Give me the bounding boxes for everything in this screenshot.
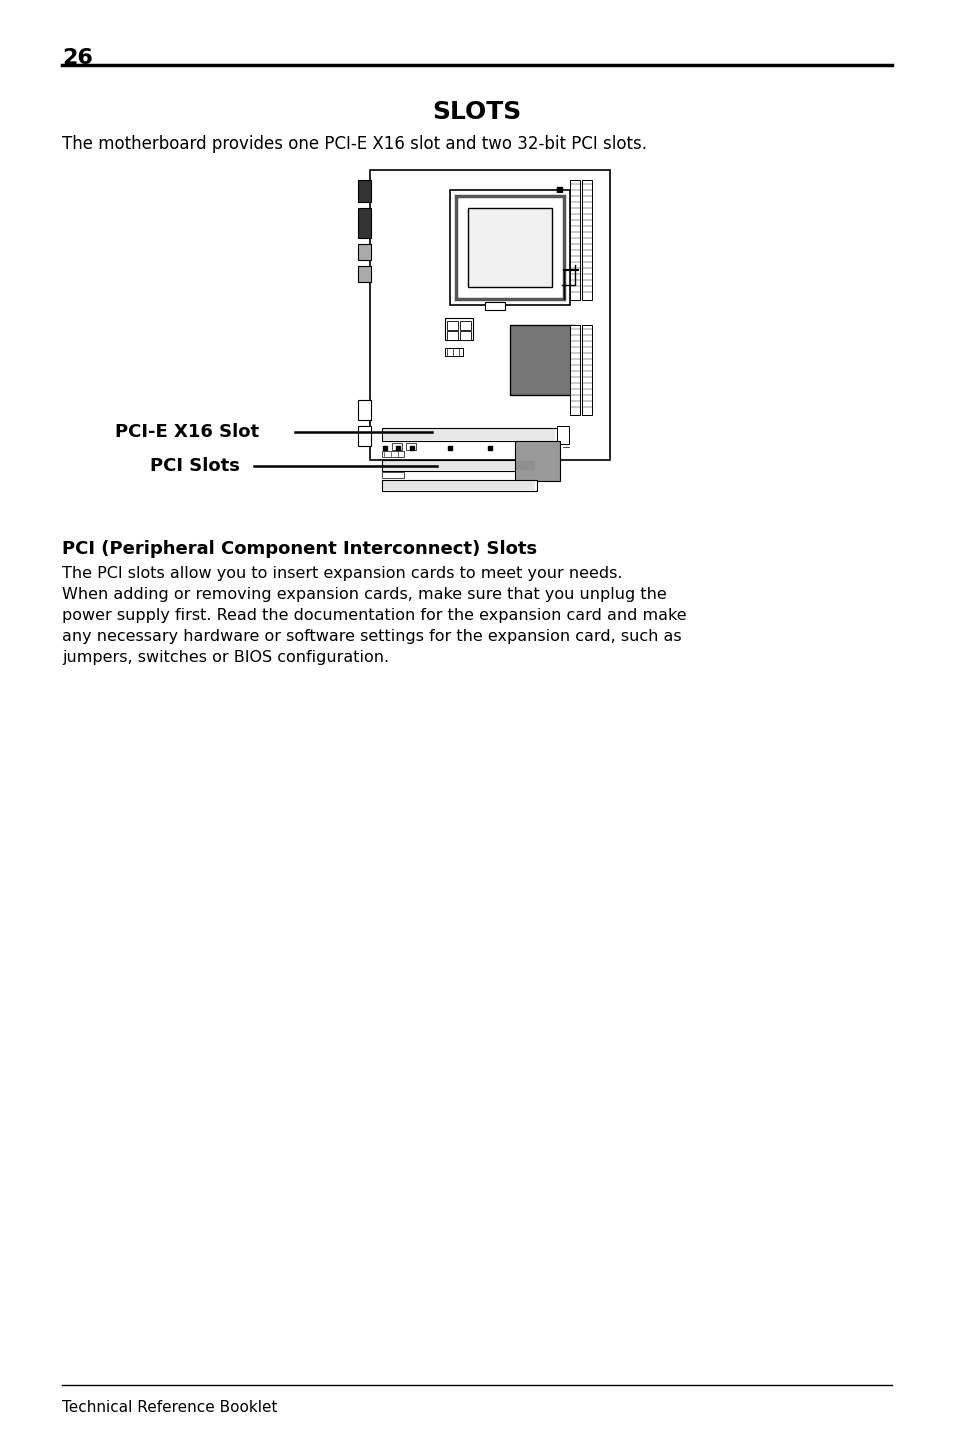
Bar [357,245,371,260]
Bar [459,330,471,340]
Bar [484,302,504,310]
Text: PCI-E X16 Slot: PCI-E X16 Slot [115,423,259,440]
Text: Technical Reference Booklet: Technical Reference Booklet [62,1400,277,1416]
Text: The motherboard provides one PCI-E X16 slot and two 32-bit PCI slots.: The motherboard provides one PCI-E X16 s… [62,134,646,153]
Bar [581,325,592,415]
Bar [381,460,537,470]
Text: ■: ■ [555,184,562,194]
Bar [357,180,371,202]
Bar [569,180,579,300]
Text: The PCI slots allow you to insert expansion cards to meet your needs.: The PCI slots allow you to insert expans… [62,566,622,581]
Bar [510,325,575,395]
Bar [569,325,579,415]
Bar [456,196,563,299]
Text: When adding or removing expansion cards, make sure that you unplug the: When adding or removing expansion cards,… [62,586,666,602]
Bar [381,450,403,458]
Bar [357,207,371,237]
Text: 26: 26 [62,49,92,69]
Bar [468,207,552,287]
Text: any necessary hardware or software settings for the expansion card, such as: any necessary hardware or software setti… [62,629,680,644]
Bar [381,480,537,490]
Bar [450,190,569,305]
Bar [444,347,462,356]
Text: jumpers, switches or BIOS configuration.: jumpers, switches or BIOS configuration. [62,651,389,665]
Bar [581,180,592,300]
Bar [406,443,416,450]
Bar [515,440,559,480]
Text: power supply first. Read the documentation for the expansion card and make: power supply first. Read the documentati… [62,608,686,623]
Text: PCI Slots: PCI Slots [150,458,239,475]
Bar [357,426,371,446]
Bar [381,428,557,440]
Bar [447,320,457,330]
Bar [357,266,371,282]
Text: SLOTS: SLOTS [432,100,521,124]
Bar [381,472,403,478]
Bar [392,443,401,450]
Text: PCI (Peripheral Component Interconnect) Slots: PCI (Peripheral Component Interconnect) … [62,541,537,558]
Bar [370,170,609,460]
Bar [459,320,471,330]
Bar [357,400,371,420]
Bar [557,426,568,443]
Bar [447,330,457,340]
Bar [444,317,473,340]
